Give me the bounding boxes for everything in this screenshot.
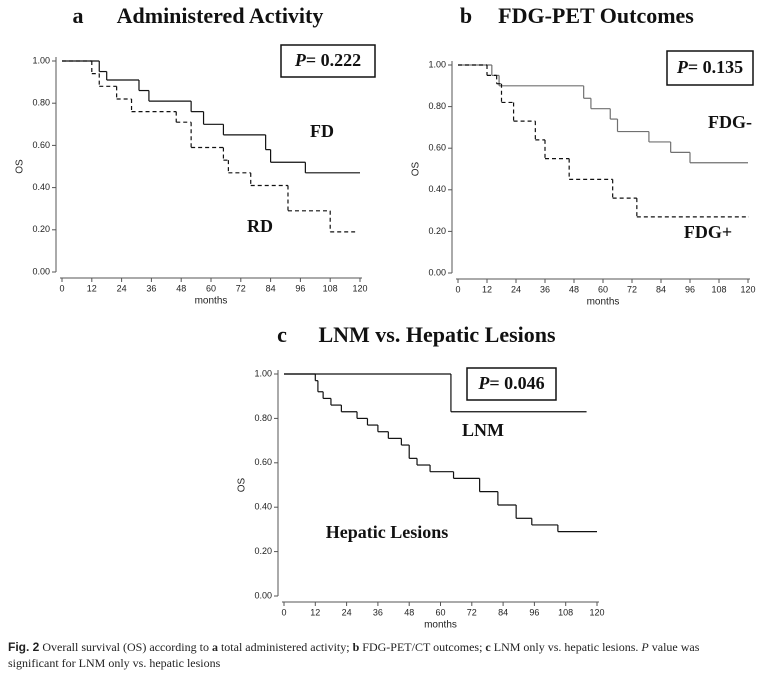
chart-title: Administered Activity: [117, 3, 324, 28]
p-value-box: [666, 50, 754, 86]
y-tick-label: 1.00: [428, 59, 446, 69]
series-label: RD: [247, 216, 273, 236]
p-symbol: P: [477, 373, 490, 393]
caption-run: Fig. 2: [8, 640, 40, 654]
x-axis-label: months: [587, 297, 620, 308]
x-tick-label: 108: [558, 607, 573, 617]
y-tick-label: 0.80: [428, 101, 446, 111]
caption-run: significant for LNM only vs. hepatic les…: [8, 656, 221, 670]
x-tick-label: 12: [482, 284, 492, 294]
series-label: LNM: [462, 420, 504, 440]
y-tick-label: 0.00: [32, 266, 50, 276]
y-tick-label: 0.80: [254, 413, 272, 423]
y-tick-label: 0.80: [32, 98, 50, 108]
x-tick-label: 0: [455, 284, 460, 294]
chart-title: FDG-PET Outcomes: [498, 3, 694, 28]
y-axis-label: OS: [15, 159, 26, 174]
caption-run: value was: [649, 640, 700, 654]
x-tick-label: 12: [310, 607, 320, 617]
caption-run: a: [212, 640, 218, 654]
x-tick-label: 60: [435, 607, 445, 617]
x-tick-label: 0: [281, 607, 286, 617]
p-symbol: P: [294, 50, 307, 70]
chart-title: LNM vs. Hepatic Lesions: [318, 322, 556, 347]
x-tick-label: 72: [467, 607, 477, 617]
x-tick-label: 36: [540, 284, 550, 294]
x-tick-label: 96: [295, 283, 305, 293]
p-value: P= 0.222: [294, 50, 361, 70]
caption-run: b: [353, 640, 360, 654]
p-value: P= 0.135: [676, 57, 743, 77]
y-tick-label: 0.60: [428, 143, 446, 153]
y-tick-label: 0.40: [32, 182, 50, 192]
caption-line: significant for LNM only vs. hepatic les…: [8, 656, 221, 670]
y-tick-label: 0.60: [254, 457, 272, 467]
series-label: FDG+: [684, 222, 732, 242]
caption-run: P: [640, 640, 649, 654]
x-tick-label: 48: [569, 284, 579, 294]
x-tick-label: 36: [146, 283, 156, 293]
y-tick-label: 0.20: [32, 224, 50, 234]
caption-run: Overall survival (OS) according to: [39, 640, 212, 654]
x-tick-label: 0: [59, 283, 64, 293]
panel-label: b: [460, 3, 472, 28]
series-label: FDG-: [708, 112, 752, 132]
caption-run: FDG-PET/CT outcomes;: [359, 640, 485, 654]
caption-run: c: [485, 640, 491, 654]
x-tick-label: 84: [498, 607, 508, 617]
series-label: FD: [310, 121, 334, 141]
x-tick-label: 120: [589, 607, 604, 617]
y-tick-label: 0.40: [428, 184, 446, 194]
y-tick-label: 0.60: [32, 140, 50, 150]
caption-line: Fig. 2 Overall survival (OS) according t…: [8, 640, 700, 654]
y-tick-label: 0.00: [254, 590, 272, 600]
x-tick-label: 120: [352, 283, 367, 293]
x-tick-label: 84: [266, 283, 276, 293]
y-tick-label: 0.20: [254, 546, 272, 556]
x-tick-label: 96: [529, 607, 539, 617]
p-value: P= 0.046: [477, 373, 544, 393]
x-tick-label: 60: [206, 283, 216, 293]
x-tick-label: 60: [598, 284, 608, 294]
p-value-text: = 0.222: [306, 50, 361, 70]
series-label: Hepatic Lesions: [326, 522, 449, 542]
x-tick-label: 24: [342, 607, 352, 617]
y-axis-label: OS: [237, 477, 248, 492]
p-symbol: P: [676, 57, 689, 77]
x-tick-label: 36: [373, 607, 383, 617]
x-tick-label: 96: [685, 284, 695, 294]
p-value-text: = 0.046: [489, 373, 544, 393]
x-tick-label: 48: [404, 607, 414, 617]
y-tick-label: 0.20: [428, 226, 446, 236]
x-tick-label: 24: [511, 284, 521, 294]
y-tick-label: 1.00: [32, 55, 50, 65]
x-tick-label: 120: [740, 284, 755, 294]
x-tick-label: 108: [711, 284, 726, 294]
x-tick-label: 84: [656, 284, 666, 294]
y-tick-label: 0.00: [428, 267, 446, 277]
x-axis-label: months: [195, 296, 228, 307]
y-tick-label: 1.00: [254, 368, 272, 378]
x-tick-label: 48: [176, 283, 186, 293]
p-value-box: [466, 367, 557, 401]
y-axis-label: OS: [411, 161, 422, 176]
p-value-box: [280, 44, 376, 78]
caption-run: LNM only vs. hepatic lesions.: [491, 640, 642, 654]
p-value-text: = 0.135: [688, 57, 743, 77]
x-tick-label: 72: [236, 283, 246, 293]
x-tick-label: 24: [117, 283, 127, 293]
x-tick-label: 72: [627, 284, 637, 294]
x-tick-label: 108: [323, 283, 338, 293]
caption-run: total administered activity;: [218, 640, 353, 654]
x-tick-label: 12: [87, 283, 97, 293]
x-axis-label: months: [424, 620, 457, 631]
y-tick-label: 0.40: [254, 502, 272, 512]
panel-label: c: [277, 322, 287, 347]
panel-label: a: [73, 3, 84, 28]
